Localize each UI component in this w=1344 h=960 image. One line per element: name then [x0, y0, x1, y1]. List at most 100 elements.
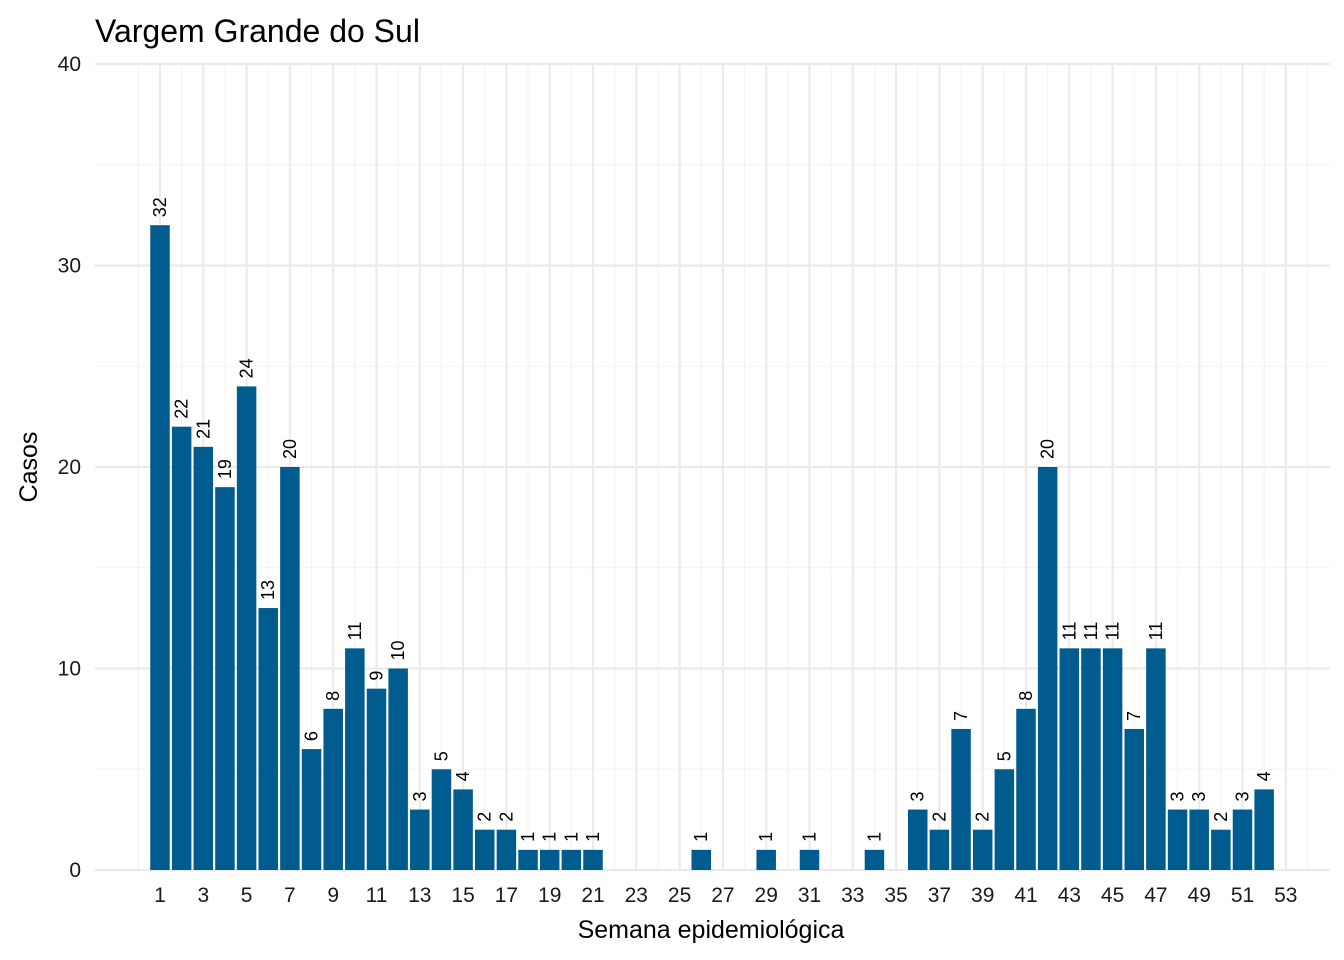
- bar-week-44: [1081, 648, 1101, 870]
- x-tick-label: 29: [755, 884, 778, 907]
- bar-week-36: [908, 809, 928, 870]
- bar-week-7: [280, 467, 300, 870]
- bar-week-40: [994, 769, 1015, 870]
- bar-week-21: [583, 849, 603, 870]
- bar-week-52: [1254, 789, 1274, 870]
- bar-week-38: [951, 728, 971, 870]
- bar-week-18: [518, 849, 538, 870]
- data-label-week-4: 19: [215, 459, 235, 479]
- x-tick-label: 33: [841, 884, 864, 907]
- data-label-week-10: 11: [345, 622, 365, 641]
- data-label-week-16: 2: [475, 812, 495, 822]
- bar-week-41: [1016, 708, 1036, 870]
- y-tick-label: 0: [69, 859, 81, 882]
- bar-week-14: [431, 769, 452, 870]
- chart-title: Vargem Grande do Sul: [95, 13, 420, 49]
- x-tick-label: 37: [928, 884, 951, 907]
- x-tick-label: 25: [668, 884, 691, 907]
- data-label-week-14: 5: [431, 751, 451, 761]
- data-label-week-21: 1: [583, 832, 603, 842]
- y-tick-label: 40: [58, 53, 81, 76]
- y-axis-ticks: 0 10 20 30 40: [58, 53, 81, 882]
- data-label-week-46: 7: [1124, 711, 1144, 721]
- data-label-week-13: 3: [410, 792, 430, 802]
- bar-week-47: [1146, 648, 1166, 870]
- data-label-week-44: 11: [1081, 622, 1101, 641]
- bar-week-4: [215, 487, 235, 870]
- y-tick-label: 20: [58, 456, 81, 479]
- bar-week-19: [539, 849, 560, 870]
- bar-week-37: [929, 829, 950, 870]
- x-tick-label: 51: [1231, 884, 1254, 907]
- data-label-week-29: 1: [756, 832, 776, 842]
- data-label-week-19: 1: [540, 832, 560, 842]
- x-tick-label: 35: [884, 884, 907, 907]
- x-tick-label: 49: [1188, 884, 1211, 907]
- data-label-week-15: 4: [453, 771, 473, 781]
- data-label-week-49: 3: [1189, 792, 1209, 802]
- data-label-week-42: 20: [1038, 439, 1058, 459]
- bar-week-50: [1211, 829, 1231, 870]
- data-label-week-45: 11: [1103, 622, 1123, 641]
- data-label-week-50: 2: [1211, 812, 1231, 822]
- x-tick-label: 15: [451, 884, 474, 907]
- data-label-week-1: 32: [150, 197, 170, 217]
- bar-week-39: [972, 829, 993, 870]
- bar-week-51: [1232, 809, 1253, 870]
- data-label-week-51: 3: [1233, 792, 1253, 802]
- bar-week-46: [1124, 728, 1144, 870]
- data-label-week-34: 1: [864, 832, 884, 842]
- bar-week-20: [561, 849, 582, 870]
- x-tick-label: 19: [538, 884, 561, 907]
- bar-week-29: [756, 849, 776, 870]
- x-tick-label: 21: [581, 884, 604, 907]
- x-tick-label: 23: [625, 884, 648, 907]
- data-label-week-17: 2: [496, 812, 516, 822]
- x-tick-label: 43: [1058, 884, 1081, 907]
- data-label-week-2: 22: [172, 399, 192, 419]
- x-tick-label: 39: [971, 884, 994, 907]
- data-label-week-7: 20: [280, 439, 300, 459]
- bar-week-31: [799, 849, 820, 870]
- bar-week-9: [323, 708, 343, 870]
- x-tick-label: 45: [1101, 884, 1124, 907]
- data-label-week-52: 4: [1254, 771, 1274, 781]
- x-tick-label: 11: [366, 884, 388, 907]
- x-tick-label: 31: [798, 884, 821, 907]
- x-tick-label: 9: [327, 884, 339, 907]
- y-tick-label: 30: [58, 255, 81, 278]
- bar-week-13: [410, 809, 430, 870]
- bar-week-42: [1037, 467, 1058, 870]
- x-axis-title: Semana epidemiológica: [578, 916, 845, 944]
- data-label-week-26: 1: [691, 832, 711, 842]
- data-label-week-5: 24: [237, 358, 257, 378]
- data-label-week-39: 2: [973, 812, 993, 822]
- y-tick-label: 10: [58, 658, 81, 681]
- bar-week-26: [691, 849, 711, 870]
- x-tick-label: 17: [495, 884, 518, 907]
- bar-week-1: [150, 225, 170, 870]
- data-label-week-20: 1: [561, 832, 581, 842]
- bar-week-6: [258, 608, 278, 870]
- bar-week-2: [171, 426, 192, 870]
- bar-week-8: [301, 749, 322, 870]
- data-label-week-3: 21: [193, 419, 213, 439]
- data-label-week-11: 9: [367, 671, 387, 681]
- bar-week-17: [496, 829, 517, 870]
- x-axis-ticks: 1 3 5 7 9 11 13 15 17 19 21 23 25 27 29 31 33 35 37 39 41 43 4…: [154, 884, 1297, 907]
- x-tick-label: 3: [197, 884, 209, 907]
- x-tick-label: 5: [241, 884, 253, 907]
- x-tick-label: 1: [154, 884, 166, 907]
- bar-week-16: [475, 829, 495, 870]
- bars: [150, 225, 1274, 870]
- data-label-week-37: 2: [929, 812, 949, 822]
- data-label-week-48: 3: [1168, 792, 1188, 802]
- x-tick-label: 27: [711, 884, 734, 907]
- bar-week-43: [1059, 648, 1080, 870]
- bar-week-48: [1167, 809, 1188, 870]
- data-label-week-31: 1: [800, 832, 820, 842]
- bar-week-11: [366, 688, 387, 870]
- x-tick-label: 7: [284, 884, 296, 907]
